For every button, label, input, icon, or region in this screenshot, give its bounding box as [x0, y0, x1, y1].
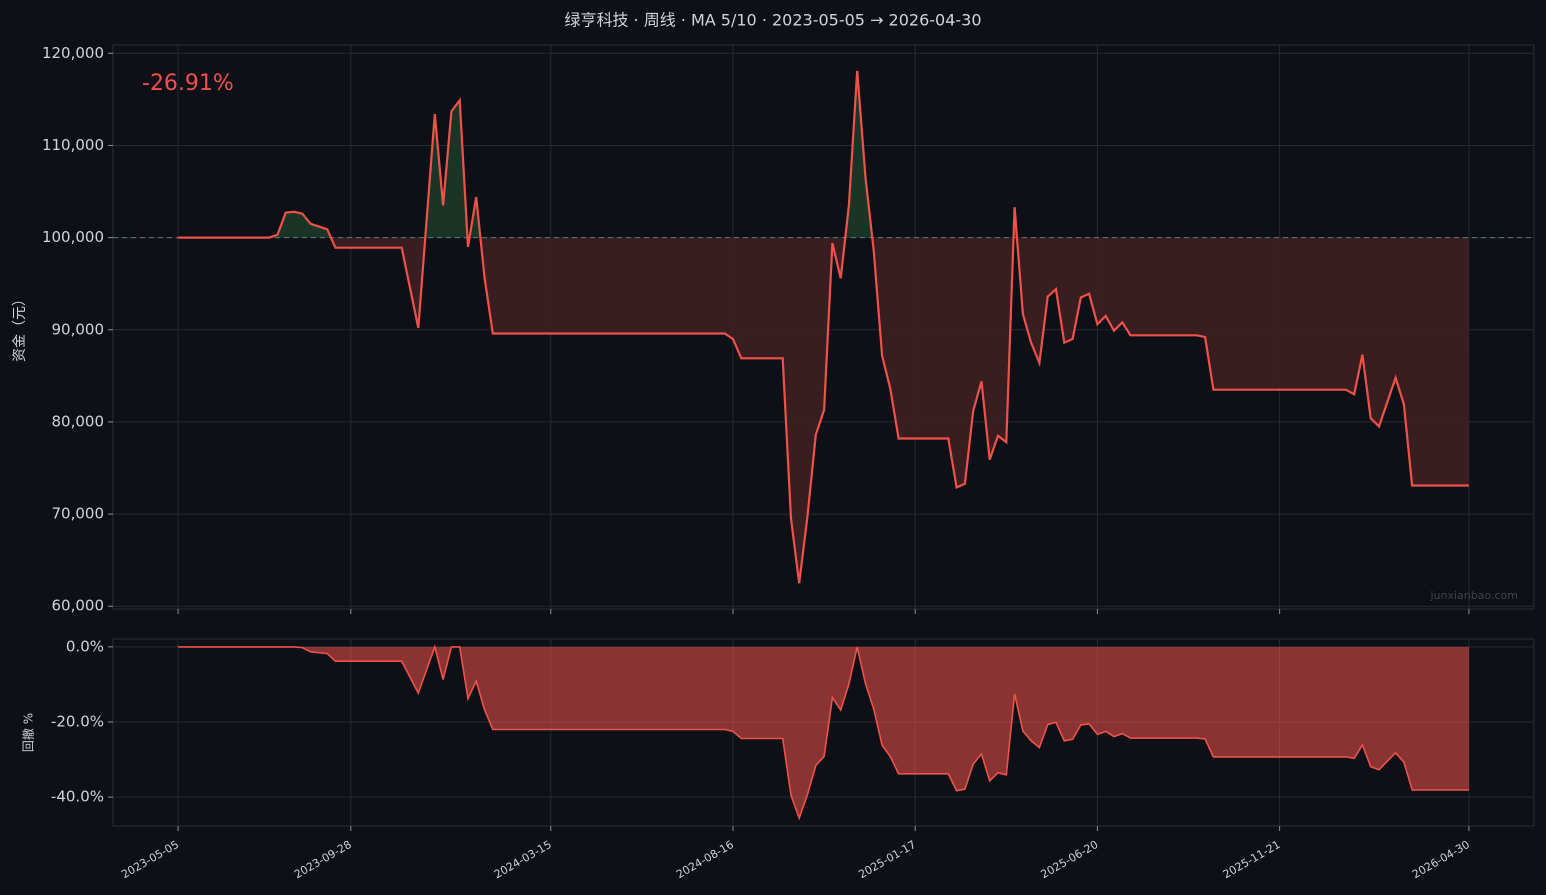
x-tick-label: 2025-01-17	[856, 838, 918, 881]
y-tick-label: 120,000	[42, 44, 104, 62]
x-tick-label: 2026-04-30	[1410, 838, 1472, 881]
y-axis-label: 回撤 %	[21, 713, 36, 752]
equity-line	[178, 70, 1469, 584]
y-tick-label: 0.0%	[66, 637, 104, 655]
return-annotation: -26.91%	[142, 71, 234, 96]
y-tick-label: 80,000	[52, 412, 105, 430]
x-tick-label: 2024-08-16	[674, 838, 736, 881]
chart-title: 绿亨科技 · 周线 · MA 5/10 · 2023-05-05 → 2026-…	[564, 11, 981, 30]
y-tick-label: 110,000	[42, 136, 104, 154]
y-tick-label: -20.0%	[51, 712, 104, 730]
drawdown-area	[178, 646, 1469, 819]
y-tick-label: -40.0%	[51, 788, 104, 806]
x-tick-label: 2023-09-28	[292, 838, 354, 881]
y-tick-label: 70,000	[52, 505, 105, 523]
x-tick-label: 2023-05-05	[119, 838, 181, 881]
x-tick-label: 2025-11-21	[1221, 838, 1283, 881]
y-tick-label: 60,000	[52, 597, 105, 615]
y-tick-label: 90,000	[52, 320, 105, 338]
drawdown-line	[178, 644, 1469, 821]
x-tick-label: 2024-03-15	[492, 838, 554, 881]
y-axis-label: 资金（元）	[12, 292, 28, 362]
watermark: junxianbao.com	[1429, 589, 1518, 602]
y-tick-label: 100,000	[42, 228, 104, 246]
x-tick-label: 2025-06-20	[1039, 838, 1101, 881]
